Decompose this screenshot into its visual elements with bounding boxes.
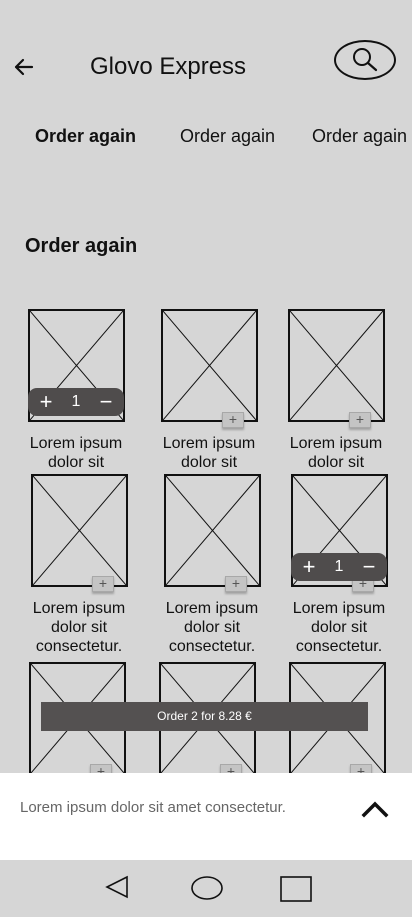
back-button[interactable] — [10, 52, 40, 82]
category-tabs: Order again Order again Order again — [0, 126, 412, 156]
nav-back-icon — [105, 875, 128, 899]
add-to-cart-button[interactable]: + — [222, 412, 244, 428]
search-icon — [353, 48, 378, 72]
nav-home-icon — [191, 876, 223, 900]
add-to-cart-button[interactable]: + — [349, 412, 371, 428]
product-label: Lorem ipsum dolor sit — [162, 435, 256, 471]
order-summary-button[interactable]: Order 2 for 8.28 € — [41, 702, 368, 731]
tab-order-again-2[interactable]: Order again — [180, 126, 276, 146]
bottom-sheet: Lorem ipsum dolor sit amet consectetur. — [0, 773, 412, 860]
product-label: Lorem ipsum dolor sit consectetur. — [32, 600, 126, 655]
product-label: Lorem ipsum dolor sit — [29, 435, 123, 471]
product-grid: + 1 − Lorem ipsum dolor sit + Lorem ipsu… — [28, 309, 388, 780]
section-title: Order again — [25, 235, 138, 257]
plus-icon[interactable]: + — [39, 389, 53, 414]
product-label: Lorem ipsum dolor sit consectetur. — [165, 600, 259, 655]
arrow-left-icon — [14, 58, 34, 76]
nav-home-button[interactable] — [191, 876, 223, 905]
product-image-placeholder — [31, 474, 128, 587]
system-navigation-bar — [0, 860, 412, 917]
plus-icon[interactable]: + — [302, 554, 316, 579]
quantity-stepper[interactable]: + 1 − — [291, 553, 387, 581]
product-label: Lorem ipsum dolor sit — [289, 435, 383, 471]
product-label: Lorem ipsum dolor sit consectetur. — [292, 600, 386, 655]
app-header: Glovo Express — [0, 0, 412, 110]
expand-sheet-button[interactable] — [360, 797, 390, 824]
minus-icon[interactable]: − — [362, 554, 376, 579]
search-button[interactable] — [334, 40, 396, 80]
minus-icon[interactable]: − — [99, 389, 113, 414]
nav-recents-button[interactable] — [280, 876, 312, 907]
product-image-placeholder — [164, 474, 261, 587]
quantity-stepper[interactable]: + 1 − — [28, 388, 124, 416]
quantity-value: 1 — [334, 558, 344, 575]
add-to-cart-button[interactable]: + — [92, 576, 114, 592]
product-image-placeholder — [288, 309, 385, 422]
product-image-placeholder — [161, 309, 258, 422]
bottom-sheet-text: Lorem ipsum dolor sit amet consectetur. — [20, 799, 286, 816]
chevron-up-icon — [361, 801, 389, 818]
quantity-value: 1 — [71, 393, 81, 410]
page-title: Glovo Express — [90, 53, 247, 80]
nav-back-button[interactable] — [104, 874, 130, 905]
tab-order-again-3[interactable]: Order again — [312, 126, 408, 146]
nav-recents-icon — [280, 876, 312, 902]
add-to-cart-button[interactable]: + — [225, 576, 247, 592]
tab-order-again-1[interactable]: Order again — [35, 126, 137, 146]
